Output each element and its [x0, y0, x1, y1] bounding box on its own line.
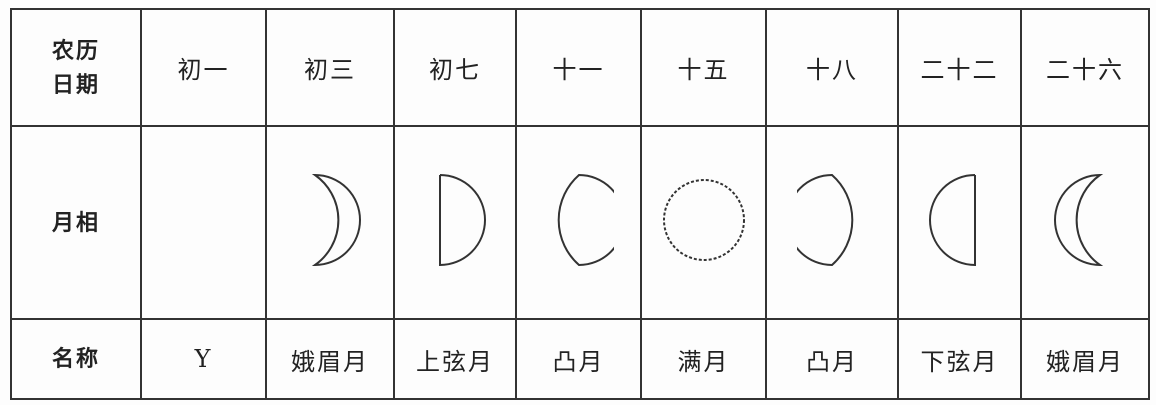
moon-gibbous	[786, 173, 854, 266]
phase-cell	[765, 125, 899, 320]
moon-crescent	[1054, 173, 1104, 266]
row-label: 农历 日期	[10, 8, 142, 127]
name-row: 名称 Y 娥眉月 上弦月 凸月 满月 凸月 下弦月 娥眉月	[10, 318, 1150, 400]
name-cell: 凸月	[765, 318, 899, 400]
moon-full	[662, 178, 745, 261]
name-cell: 娥眉月	[265, 318, 395, 400]
row-label: 名称	[10, 318, 142, 400]
date-cell: 初三	[265, 8, 395, 127]
label-line: 日期	[51, 71, 100, 98]
moon-crescent	[311, 173, 361, 266]
row-label: 月相	[10, 125, 142, 320]
date-cell: 二十二	[897, 8, 1022, 127]
label-line: 农历	[51, 37, 100, 64]
date-cell: 初七	[393, 8, 517, 127]
moon-gibbous	[557, 173, 625, 266]
phase-cell	[140, 125, 267, 320]
name-cell: 娥眉月	[1020, 318, 1150, 400]
phase-cell	[640, 125, 767, 320]
moon-first-quarter	[439, 173, 486, 266]
name-cell: 满月	[640, 318, 767, 400]
phase-cell	[897, 125, 1022, 320]
phase-cell	[393, 125, 517, 320]
phase-cell	[1020, 125, 1150, 320]
name-cell: Y	[140, 318, 267, 400]
date-cell: 二十六	[1020, 8, 1150, 127]
date-cell: 十八	[765, 8, 899, 127]
moon-phase-table: 农历日期 初一 初三 初七 十一 十五 十八 二十二 二十六 月相 名称 Y 娥…	[10, 8, 1150, 400]
phase-row: 月相	[10, 125, 1150, 320]
name-cell: 下弦月	[897, 318, 1022, 400]
header-row: 农历日期 初一 初三 初七 十一 十五 十八 二十二 二十六	[10, 8, 1150, 127]
date-cell: 十五	[640, 8, 767, 127]
phase-cell	[515, 125, 642, 320]
name-cell: 上弦月	[393, 318, 517, 400]
date-cell: 十一	[515, 8, 642, 127]
phase-cell	[265, 125, 395, 320]
name-cell: 凸月	[515, 318, 642, 400]
date-cell: 初一	[140, 8, 267, 127]
moon-last-quarter	[928, 173, 976, 266]
